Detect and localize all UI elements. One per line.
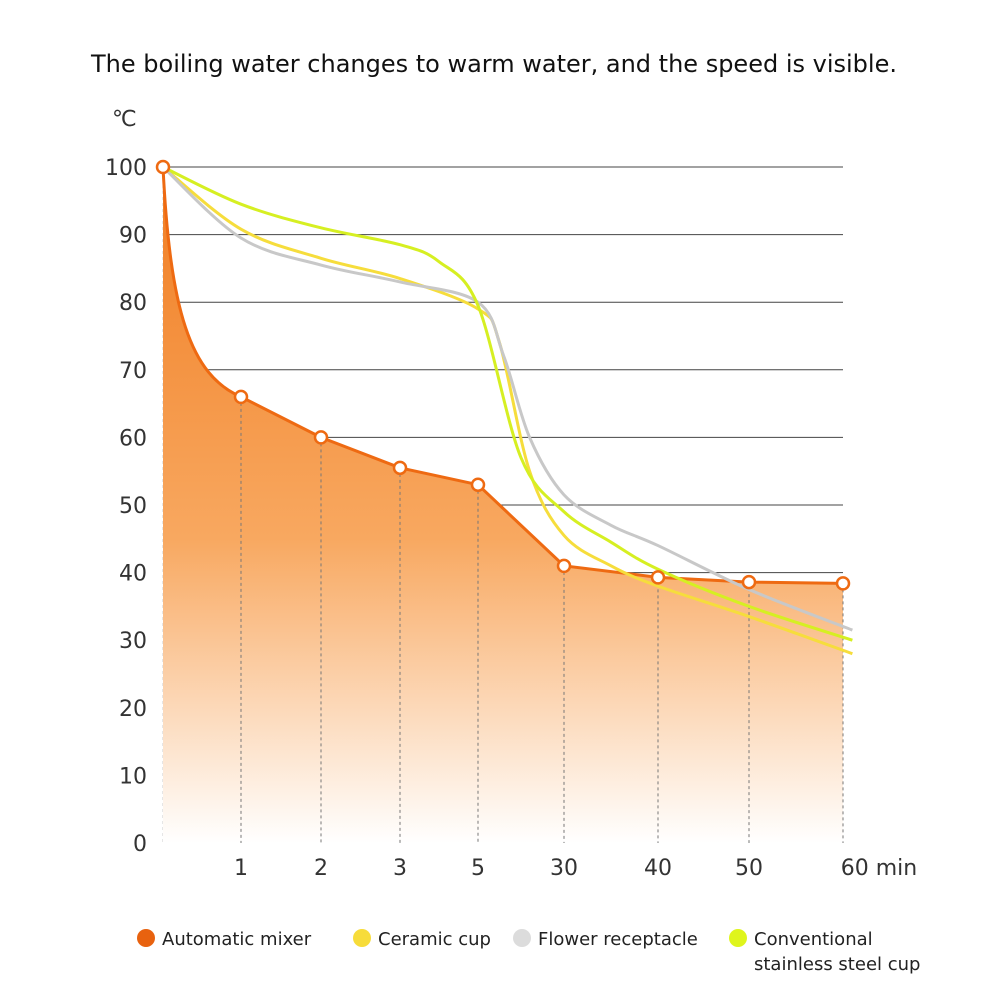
x-tick-label: 60 min (841, 856, 917, 881)
data-point-marker (741, 574, 757, 590)
series-line-automatic-mixer (161, 166, 844, 585)
series-line-flower-receptacle (161, 165, 853, 632)
y-tick-label: 0 (133, 832, 147, 857)
legend-label: Flower receptacle (538, 929, 698, 950)
x-tick-label: 2 (314, 856, 328, 881)
x-tick-label: 5 (471, 856, 485, 881)
chart-title: The boiling water changes to warm water,… (90, 50, 897, 78)
x-tick-label: 1 (234, 856, 248, 881)
y-tick-label: 70 (119, 359, 147, 384)
y-tick-label: 30 (119, 629, 147, 654)
legend-swatch (353, 929, 371, 947)
y-tick-label: 20 (119, 697, 147, 722)
y-tick-label: 80 (119, 291, 147, 316)
legend-label: Ceramic cup (378, 929, 491, 950)
x-tick-label: 50 (735, 856, 763, 881)
series-line-ceramic-cup (162, 165, 853, 656)
x-tick-label: 40 (644, 856, 672, 881)
data-point-marker (392, 460, 408, 476)
legend-swatch (729, 929, 747, 947)
y-tick-label: 10 (119, 764, 147, 789)
y-tick-label: 40 (119, 562, 147, 587)
y-tick-label: 90 (119, 224, 147, 249)
y-tick-label: 50 (119, 494, 147, 519)
x-tick-label: 30 (550, 856, 578, 881)
legend-label: stainless steel cup (754, 954, 920, 975)
y-tick-label: 100 (105, 156, 147, 181)
y-axis-unit: ℃ (112, 107, 137, 132)
legend-label: Automatic mixer (162, 929, 312, 950)
data-point-marker (650, 570, 666, 585)
legend-label: Conventional (754, 929, 873, 950)
data-point-marker (835, 576, 851, 591)
legend-swatch (513, 929, 531, 947)
series-area-automatic-mixer (163, 167, 843, 843)
data-point-marker (313, 430, 329, 445)
legend-swatch (137, 929, 155, 947)
data-point-marker (556, 558, 572, 574)
data-point-marker (155, 159, 171, 175)
series-line-conventional-stainless-steel-cup (162, 165, 853, 642)
data-point-marker (233, 389, 249, 405)
y-tick-label: 60 (119, 426, 147, 451)
data-point-marker (470, 477, 486, 492)
x-tick-label: 3 (393, 856, 407, 881)
